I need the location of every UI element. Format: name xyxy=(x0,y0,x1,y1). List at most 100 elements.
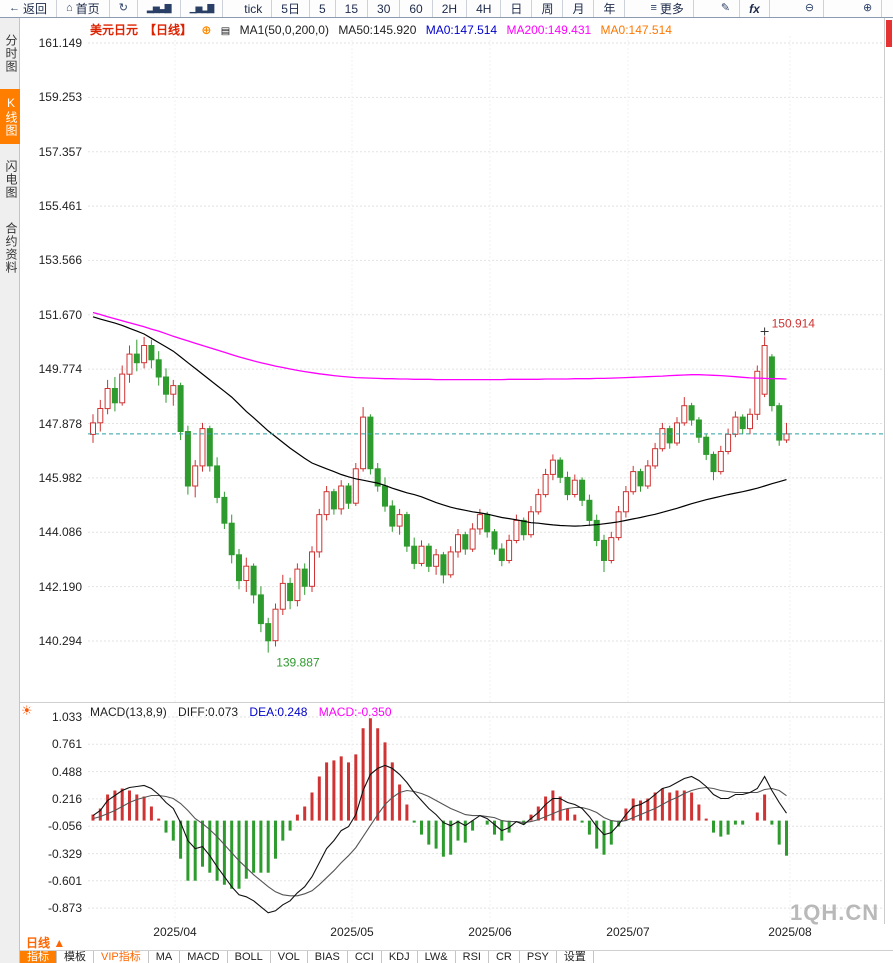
toolbar-item-week[interactable]: 周 xyxy=(532,0,564,17)
indicator-tabs: 指标 模板 VIP指标 MA MACD BOLL VOL BIAS CCI KDJ LW& RSI CR… xyxy=(20,950,893,963)
price-axis-label: 157.357 xyxy=(38,144,82,159)
toolbar-item-zoom-in[interactable]: ⊕ xyxy=(854,0,883,17)
indicator-tab-vol[interactable]: VOL xyxy=(271,951,308,963)
toolbar-item-back[interactable]: ← 返回 xyxy=(0,0,58,17)
zoom-circle-icon[interactable]: ⊕ xyxy=(201,23,212,37)
price-axis-label: 151.670 xyxy=(38,307,82,322)
indicator-tab-kdj[interactable]: KDJ xyxy=(382,951,418,963)
sidebar-item-kline-chart[interactable]: K线图 xyxy=(0,89,20,144)
macd-axis-label: 1.033 xyxy=(51,710,82,724)
indicator-tab-vip-indicator[interactable]: VIP指标 xyxy=(94,951,149,963)
toolbar-item-zoom-out[interactable]: ⊖ xyxy=(796,0,825,17)
toolbar-item-label: 5日 xyxy=(281,2,300,16)
indicator-tab-macd[interactable]: MACD xyxy=(180,951,228,963)
time-axis-label: 2025/05 xyxy=(330,925,374,939)
macd-dea-value: DEA:0.248 xyxy=(249,705,308,719)
indicator-tab-settings[interactable]: 设置 xyxy=(557,951,594,963)
right-scrollbar-thumb[interactable] xyxy=(886,20,892,47)
toolbar-item-refresh[interactable]: ↻ xyxy=(110,0,138,17)
macd-header: MACD(13,8,9) DIFF:0.073 DEA:0.248 MACD:-… xyxy=(90,705,400,719)
time-axis-label: 2025/04 xyxy=(153,925,197,939)
sun-icon[interactable]: ☀ xyxy=(21,703,33,718)
toolbar-item-label: 月 xyxy=(572,2,585,16)
macd-title: MACD(13,8,9) xyxy=(90,705,167,719)
time-axis-label: 2025/06 xyxy=(468,925,512,939)
time-axis-label: 2025/08 xyxy=(768,925,812,939)
indicator-tab-rsi[interactable]: RSI xyxy=(456,951,489,963)
macd-axis-label: -0.329 xyxy=(47,846,82,861)
price-chart-canvas[interactable]: 150.914 139.887 xyxy=(88,36,884,702)
sidebar-item-time-chart[interactable]: 分时图 xyxy=(4,34,18,73)
refresh-icon: ↻ xyxy=(118,2,128,14)
price-axis-label: 161.149 xyxy=(38,36,82,50)
zoom-in-icon: ⊕ xyxy=(863,2,873,14)
period-dropdown[interactable]: 日线 ▲ xyxy=(26,937,65,950)
toolbar-item-label: 更多 xyxy=(659,2,684,16)
toolbar-item-more[interactable]: ≡ 更多 xyxy=(641,0,694,17)
toolbar-item-year[interactable]: 年 xyxy=(594,0,626,17)
toolbar-item-h2[interactable]: 2H xyxy=(433,0,468,17)
macd-axis-label: 0.488 xyxy=(51,764,82,779)
indicator-tab-lw[interactable]: LW& xyxy=(418,951,456,963)
toolbar-item-label: 4H xyxy=(476,1,492,16)
price-axis-label: 149.774 xyxy=(38,362,82,377)
zoom-out-icon: ⊖ xyxy=(804,2,815,14)
price-axis-label: 155.461 xyxy=(38,199,82,214)
toolbar-item-fx[interactable]: fx xyxy=(740,0,770,17)
indicator-tab-cr[interactable]: CR xyxy=(489,951,520,963)
toolbar-item-m30[interactable]: 30 xyxy=(368,0,401,17)
ma50-value: MA50:145.920 xyxy=(338,23,417,37)
toolbar-item-volume-chart[interactable]: ▁▅▂▇ xyxy=(181,0,224,17)
toolbar-item-m60[interactable]: 60 xyxy=(400,0,433,17)
toolbar-item-home[interactable]: ⌂ 首页 xyxy=(57,0,110,17)
toolbar-item-day[interactable]: 日 xyxy=(501,0,533,17)
symbol-title: 美元日元 xyxy=(90,23,139,37)
bar-chart2-icon: ▁▅▂▇ xyxy=(189,3,215,13)
indicator-tab-psy[interactable]: PSY xyxy=(520,951,557,963)
more-icon: ≡ xyxy=(650,2,657,14)
period-dropdown-label: 日线 xyxy=(26,936,51,950)
toolbar-item-label: 日 xyxy=(510,2,523,16)
toolbar-item-label: 30 xyxy=(377,1,391,16)
toolbar-item-h4[interactable]: 4H xyxy=(467,0,502,17)
price-axis-label: 144.086 xyxy=(38,525,82,540)
ma-settings-label: MA1(50,0,200,0) xyxy=(239,23,329,37)
macd-axis-label: 0.761 xyxy=(51,737,82,752)
indicator-tab-bias[interactable]: BIAS xyxy=(308,951,348,963)
price-axis-label: 159.253 xyxy=(38,90,82,105)
chart-header: 美元日元 【日线】 ⊕ ▤ MA1(50,0,200,0) MA50:145.92… xyxy=(90,21,678,38)
toolbar-item-bar-chart[interactable]: ▂▅▃▇ xyxy=(138,0,181,17)
indicator-tab-boll[interactable]: BOLL xyxy=(228,951,271,963)
ma0-orange-value: MA0:147.514 xyxy=(600,23,672,37)
toolbar-item-m15[interactable]: 15 xyxy=(336,0,369,17)
top-toolbar: ← 返回 ⌂ 首页 ↻ ▂▅▃▇ ▁▅▂▇ tick 5日 5 15 30 60 2H 4H 日周月年 ≡ 更多 ✎… xyxy=(0,0,893,18)
indicator-tab-template[interactable]: 模板 xyxy=(57,951,94,963)
price-axis-label: 147.878 xyxy=(38,416,82,431)
indicator-tab-cci[interactable]: CCI xyxy=(348,951,382,963)
macd-axis-label: -0.056 xyxy=(47,819,82,834)
sidebar-item-contract-info[interactable]: 合约资料 xyxy=(4,222,18,274)
toolbar-item-tick[interactable]: tick xyxy=(235,0,273,17)
indicator-tab-ma[interactable]: MA xyxy=(149,951,181,963)
watermark: 1QH.CN xyxy=(790,900,880,925)
sidebar-item-lightning-chart[interactable]: 闪电图 xyxy=(4,160,18,199)
toolbar-item-label: 2H xyxy=(441,1,458,16)
price-axis-label: 145.982 xyxy=(38,470,82,485)
macd-hist-value: MACD:-0.350 xyxy=(318,705,392,719)
macd-axis-label: -0.873 xyxy=(47,901,82,916)
macd-chart-canvas[interactable] xyxy=(88,712,884,924)
ma200-value: MA200:149.431 xyxy=(506,23,592,37)
toolbar-item-draw[interactable]: ✎ xyxy=(712,0,741,17)
time-axis-label: 2025/07 xyxy=(606,925,650,939)
indicator-tab-indicator[interactable]: 指标 xyxy=(20,951,57,963)
kline-settings-icon[interactable]: ▤ xyxy=(220,26,231,37)
low-annotation: 139.887 xyxy=(276,656,320,670)
bottom-bar: 日线 ▲ 指标 模板 VIP指标 MA MACD BOLL VOL BIAS CCI KDJ LW&… xyxy=(20,937,893,963)
bar-chart-icon: ▂▅▃▇ xyxy=(146,3,172,13)
ma0-blue-value: MA0:147.514 xyxy=(425,23,498,37)
toolbar-item-m5[interactable]: 5 xyxy=(310,0,336,17)
toolbar-item-5d[interactable]: 5日 xyxy=(272,0,310,17)
home-icon: ⌂ xyxy=(66,2,73,14)
toolbar-item-month[interactable]: 月 xyxy=(563,0,595,17)
right-scrollbar[interactable] xyxy=(884,18,893,924)
